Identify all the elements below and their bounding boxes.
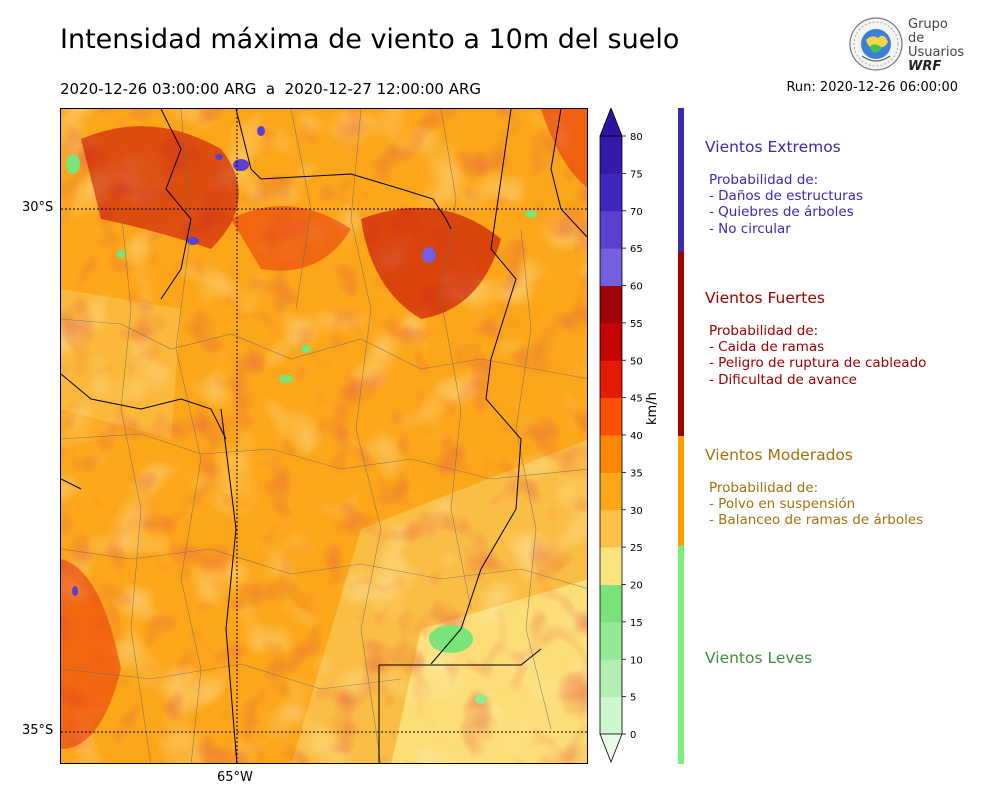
colorbar-segment xyxy=(600,509,622,548)
lat-label-35s: 35°S xyxy=(22,723,54,738)
category-desc-line: Probabilidad de: xyxy=(709,323,819,339)
category-title: Vientos Leves xyxy=(705,649,813,667)
colorbar-tick-label: 45 xyxy=(630,394,643,405)
logo-line-1: Grupo de xyxy=(908,17,948,46)
colorbar-tick-label: 55 xyxy=(630,319,643,330)
colorbar-tick-label: 70 xyxy=(630,207,643,218)
category-desc-line: Probabilidad de: xyxy=(709,480,819,496)
colorbar-tick-label: 60 xyxy=(630,282,643,293)
category-strong: Vientos Fuertes Probabilidad de: - Caida… xyxy=(705,289,995,388)
colorbar-segment xyxy=(600,397,622,436)
category-desc-line: - Dificultad de avance xyxy=(709,371,857,388)
forecast-period: 2020-12-26 03:00:00 ARG a 2020-12-27 12:… xyxy=(60,80,482,98)
colorbar-segment xyxy=(600,696,622,735)
category-bar-light xyxy=(678,546,684,764)
wind-intensity-map xyxy=(60,108,588,764)
colorbar-tick-label: 75 xyxy=(630,169,643,180)
model-run-time: Run: 2020-12-26 06:00:00 xyxy=(786,80,958,95)
colorbar-segment xyxy=(600,659,622,698)
category-desc-line: Probabilidad de: xyxy=(709,172,819,188)
colorbar: 0 5 10 15 20 25 30 35 40 45 50 55 60 65 70 75 80 xyxy=(598,106,658,764)
colorbar-tick-label: 65 xyxy=(630,244,643,255)
category-desc-line: - Caida de ramas xyxy=(709,339,825,356)
logo-line-2: Usuarios xyxy=(908,45,965,60)
colorbar-tick-label: 30 xyxy=(630,506,643,517)
colorbar-tick-label: 20 xyxy=(630,581,643,592)
colorbar-segment xyxy=(600,621,622,660)
colorbar-tick-label: 50 xyxy=(630,356,643,367)
category-desc-line: - Daños de estructuras xyxy=(709,188,864,205)
colorbar-segment xyxy=(600,173,622,212)
category-bar-extreme xyxy=(678,108,684,252)
wrf-users-logo: Grupo de Usuarios WRF xyxy=(848,16,968,74)
map-canvas xyxy=(61,109,587,763)
colorbar-segment xyxy=(600,435,622,473)
colorbar-scale: 0 5 10 15 20 25 30 35 40 45 50 55 60 65 70 75 80 xyxy=(599,106,643,764)
lat-label-30s: 30°S xyxy=(22,200,54,215)
colorbar-unit: km/h xyxy=(645,392,660,425)
colorbar-segment xyxy=(600,472,622,511)
category-desc-line: - Polvo en suspensión xyxy=(709,496,856,513)
logo-line-3: WRF xyxy=(908,59,942,74)
category-bar-moderate xyxy=(678,436,684,546)
category-moderate: Vientos Moderados Probabilidad de: - Pol… xyxy=(705,446,995,529)
colorbar-tick-label: 0 xyxy=(630,730,636,741)
category-title: Vientos Moderados xyxy=(705,446,853,464)
lon-label-65w: 65°W xyxy=(217,770,253,785)
colorbar-tick-label: 10 xyxy=(630,655,643,666)
category-title: Vientos Fuertes xyxy=(705,289,825,307)
colorbar-segment xyxy=(600,210,622,249)
colorbar-segment xyxy=(600,248,622,286)
colorbar-tick-label: 80 xyxy=(630,132,643,143)
category-extreme: Vientos Extremos Probabilidad de: - Daño… xyxy=(705,138,995,237)
colorbar-tick-label: 35 xyxy=(630,468,643,479)
colorbar-extension-low xyxy=(599,733,623,764)
colorbar-segment xyxy=(600,360,622,399)
category-title: Vientos Extremos xyxy=(705,138,841,156)
category-light: Vientos Leves xyxy=(705,649,995,667)
colorbar-extension-high xyxy=(599,106,623,137)
colorbar-segment xyxy=(600,584,622,623)
colorbar-segment xyxy=(600,322,622,361)
colorbar-segment xyxy=(600,547,622,585)
colorbar-tick-label: 40 xyxy=(630,431,643,442)
category-desc-line: - Quiebres de árboles xyxy=(709,204,854,221)
category-desc-line: - Balanceo de ramas de árboles xyxy=(709,512,924,529)
category-desc-line: - Peligro de ruptura de cableado xyxy=(709,355,927,372)
category-desc-line: - No circular xyxy=(709,220,791,237)
colorbar-tick-label: 25 xyxy=(630,543,643,554)
colorbar-tick-label: 15 xyxy=(630,618,643,629)
colorbar-segment xyxy=(600,285,622,324)
colorbar-segment xyxy=(600,136,622,174)
globe-icon xyxy=(849,17,903,71)
colorbar-tick-label: 5 xyxy=(630,693,636,704)
map-title: Intensidad máxima de viento a 10m del su… xyxy=(60,24,680,55)
category-bar-strong xyxy=(678,252,684,436)
